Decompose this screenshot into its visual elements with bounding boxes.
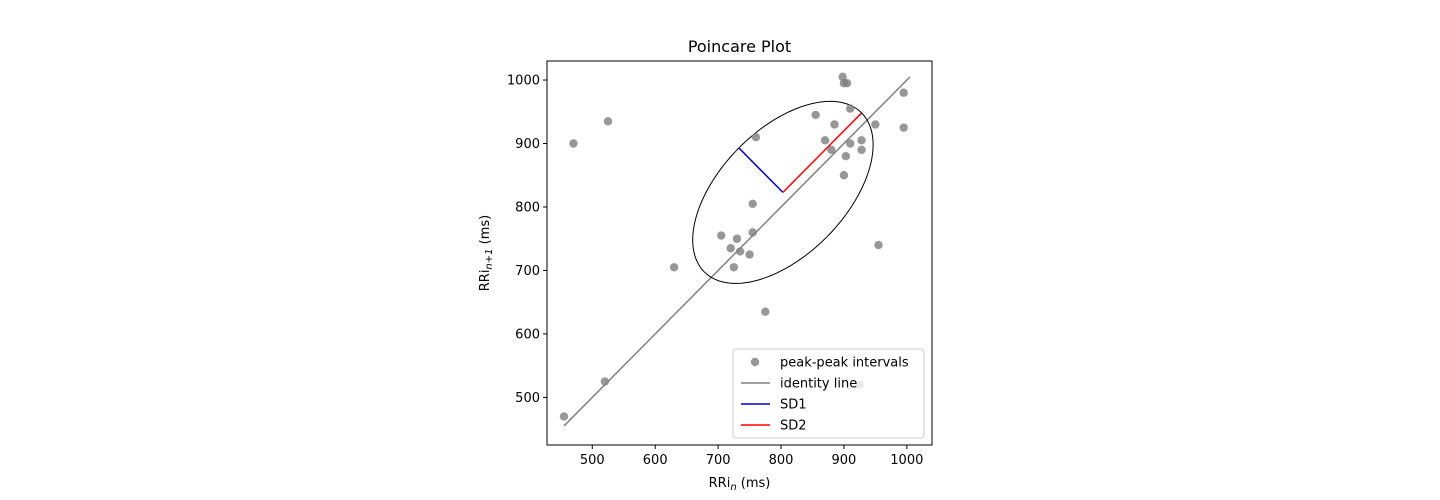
plot-frame [546,60,933,446]
legend: peak-peak intervals identity line SD1 SD2 [732,348,925,439]
legend-label-sd2: SD2 [780,419,807,434]
data-point [839,171,849,180]
data-point [811,110,820,120]
data-point [842,79,852,88]
x-tick-label: 800 [769,453,794,468]
y-tick-label: 500 [515,391,540,406]
data-point [717,231,726,240]
legend-box [732,348,925,439]
data-point [841,152,851,161]
data-point [559,412,569,421]
data-point [761,307,770,316]
data-point [600,377,610,386]
data-point [846,104,855,113]
data-point [726,244,735,253]
data-point [846,139,855,148]
data-point [899,123,908,132]
data-point [669,263,679,272]
data-point [729,263,739,272]
y-tick-label: 1000 [507,74,540,89]
data-point [569,139,578,148]
y-axis-title: RRin+1 (ms) [478,215,495,292]
data-point [732,234,742,243]
legend-label-identity-line: identity line [780,377,857,392]
plot-area [559,72,911,427]
data-point [857,145,866,155]
sd2 [782,112,863,193]
data-point [838,72,847,82]
sd1 [738,147,784,193]
x-tick-label: 1000 [890,453,923,468]
y-tick-label: 600 [515,327,540,342]
data-point [751,132,761,142]
y-tick-label: 700 [515,264,540,279]
x-tick-label: 900 [832,453,857,468]
sd-ellipse [692,100,874,284]
data-point [748,199,757,209]
y-tick-label: 900 [515,137,540,152]
data-point [820,136,830,145]
x-axis: 500 600 700 800 900 1000 [580,445,923,468]
x-axis-title: RRin (ms) [709,476,771,493]
y-tick-label: 800 [515,200,540,215]
x-tick-label: 700 [706,453,731,468]
data-point [899,88,908,97]
data-point [871,120,880,129]
x-tick-label: 500 [580,453,605,468]
data-point [735,247,745,256]
data-point [745,250,754,259]
data-point [874,240,883,250]
data-point [830,120,839,129]
data-point [603,117,613,126]
data-point [857,136,866,145]
legend-label-sd1: SD1 [780,398,807,413]
chart-title: Poincare Plot [688,37,791,56]
legend-marker-peak-peak-intervals [750,357,760,367]
y-axis: 500 600 700 800 900 1000 [507,74,547,406]
legend-label-peak-peak-intervals: peak-peak intervals [780,356,909,371]
data-point [827,145,836,155]
data-point [748,228,757,237]
x-tick-label: 600 [643,453,668,468]
